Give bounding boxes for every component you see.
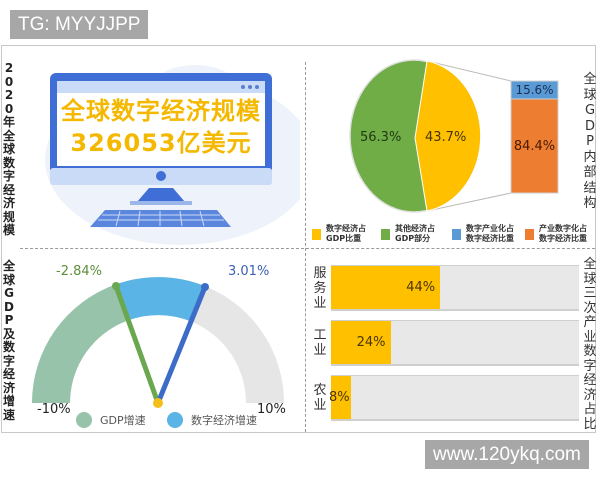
bar-track-services: 44% [331, 265, 579, 311]
legend-swatch-icon [525, 228, 534, 240]
infographic-frame [1, 45, 596, 433]
panel-title-growth-rate: 全球GDP及数字经济增速 [2, 259, 15, 422]
gdp-structure-chart [349, 59, 559, 213]
pie-label-digital: 43.7% [425, 130, 467, 145]
horizontal-divider [20, 248, 595, 249]
panel-title-industry-share: 全球三次产业数字经济占比 [583, 257, 597, 432]
monitor-screen [57, 93, 265, 166]
bar-value-services: 44% [406, 280, 436, 295]
stack-label-top: 15.6% [515, 83, 554, 97]
legend-item-digital-share: 数字经济占 GDP比重 [312, 224, 366, 244]
bar-fill-agriculture: 8% [329, 376, 351, 419]
header-badge: TG: MYYJJPP [10, 10, 148, 39]
monitor-value: 326053亿美元 [70, 129, 252, 157]
pie-label-other: 56.3% [360, 130, 402, 145]
gauge-digital-range [115, 277, 206, 322]
legend-item-other-share: 其他经济占 GDP部分 [381, 224, 435, 244]
monitor-illustration [45, 65, 300, 245]
bar-value-agriculture: 8% [329, 390, 350, 405]
legend-label: 数字经济占 [326, 224, 366, 233]
legend-label: 产业数字化占 [539, 224, 587, 233]
legend-label: 数字经济比重 [539, 234, 587, 243]
legend-dot-icon [76, 412, 92, 428]
legend-dot-icon [167, 412, 183, 428]
gauge-min-label: -10% [37, 402, 71, 417]
legend-item-gdp-growth: GDP增速 [76, 412, 146, 428]
legend-label: 数字产业化占 [466, 224, 514, 233]
gauge-pivot [153, 398, 163, 408]
bar-category-services: 服务业 [313, 266, 327, 311]
legend-label: 其他经济占 [395, 224, 435, 233]
pie-slice-digital [414, 60, 482, 212]
legend-item-digital-industrialization: 数字产业化占 数字经济比重 [452, 224, 514, 244]
legend-label: 数字经济增速 [191, 414, 257, 427]
legend-item-industrial-digitization: 产业数字化占 数字经济比重 [525, 224, 587, 244]
vertical-divider [305, 62, 306, 432]
panel-title-gdp-structure: 全球GDP内部结构 [583, 72, 597, 211]
panel-title-digital-economy-scale: 2020年全球数字经济规模 [2, 61, 15, 237]
monitor-stand-icon [137, 188, 185, 202]
bar-category-agriculture: 农业 [313, 383, 327, 413]
stack-label-bottom: 84.4% [513, 139, 556, 154]
gdp-growth-label: -2.84% [56, 264, 102, 279]
bar-track-agriculture: 8% [329, 375, 579, 421]
gdp-needle [113, 283, 161, 406]
legend-label: GDP部分 [395, 234, 431, 243]
legend-swatch-icon [381, 228, 390, 240]
legend-swatch-icon [452, 228, 461, 240]
digital-needle [155, 284, 208, 406]
gauge-max-label: 10% [257, 402, 286, 417]
bar-category-industry: 工业 [313, 328, 327, 358]
legend-label: GDP比重 [326, 234, 362, 243]
stack-segment-industry-digital [510, 98, 559, 194]
bar-value-industry: 24% [356, 335, 386, 350]
bar-fill-services: 44% [331, 266, 441, 309]
growth-gauge [32, 277, 284, 408]
digital-growth-label: 3.01% [228, 264, 270, 279]
bar-track-industry: 24% [331, 320, 579, 366]
legend-swatch-icon [312, 228, 321, 240]
watermark-badge: www.120ykq.com [425, 440, 589, 469]
legend-label: GDP增速 [100, 414, 146, 427]
monitor-headline: 全球数字经济规模 [61, 97, 261, 125]
bar-fill-industry: 24% [331, 321, 391, 364]
legend-label: 数字经济比重 [466, 234, 514, 243]
gauge-gdp-range [32, 284, 129, 403]
legend-item-digital-growth: 数字经济增速 [167, 412, 257, 428]
